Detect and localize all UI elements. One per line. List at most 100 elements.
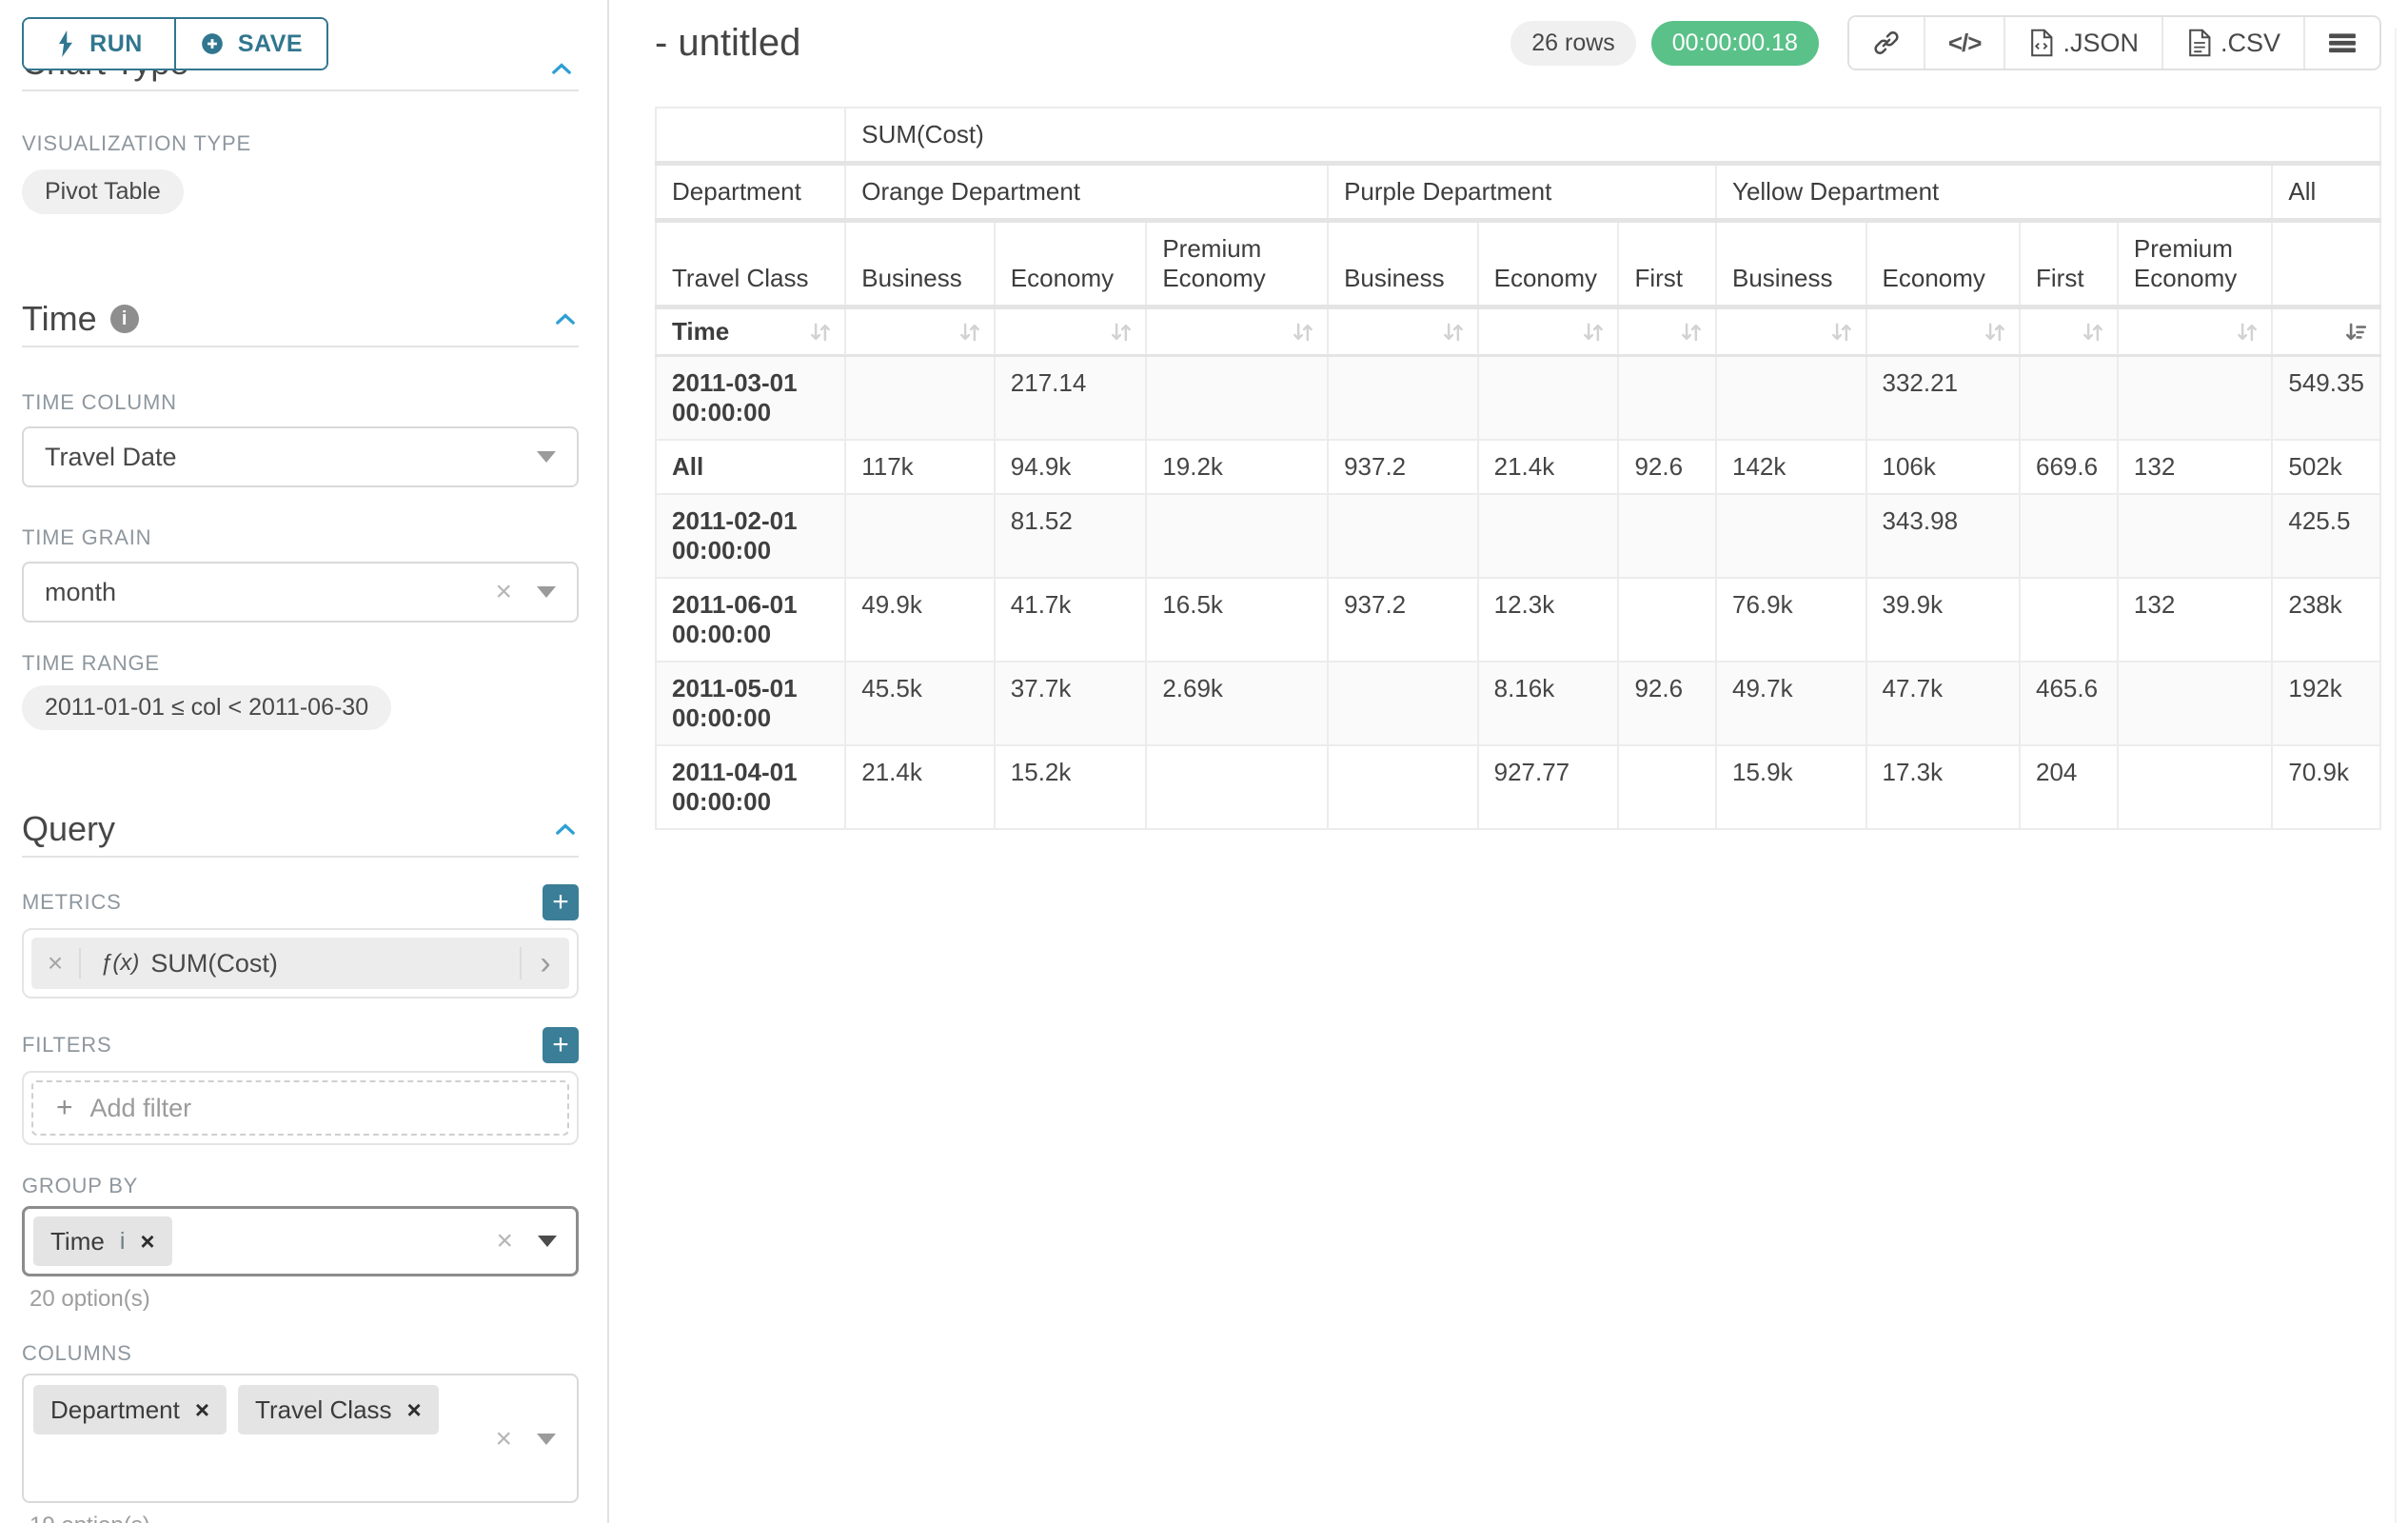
bolt-icon: [55, 30, 76, 57]
chart-title[interactable]: - untitled: [655, 22, 800, 65]
remove-tag-icon[interactable]: ×: [195, 1397, 209, 1422]
table-cell: 106k: [1866, 440, 2021, 494]
sort-icon[interactable]: [1291, 320, 1315, 345]
menu-button[interactable]: [2303, 17, 2379, 69]
export-json-button[interactable]: .JSON: [2003, 17, 2161, 69]
table-cell: 332.21: [1866, 356, 2021, 441]
sort-icon[interactable]: [1679, 320, 1704, 345]
hamburger-menu-icon: [2328, 30, 2357, 55]
column-group-header: Purple Department: [1328, 164, 1716, 221]
sort-icon[interactable]: [2081, 320, 2105, 345]
columns-label: COLUMNS: [22, 1341, 579, 1366]
table-cell: [1146, 494, 1328, 578]
sort-icon[interactable]: [808, 320, 833, 345]
table-cell: 70.9k: [2272, 745, 2380, 829]
explore-view: RUN SAVE Chart Type: [0, 0, 2408, 1523]
sort-icon[interactable]: [1829, 320, 1854, 345]
time-column-select[interactable]: Travel Date: [22, 426, 579, 487]
time-grain-label: TIME GRAIN: [22, 525, 579, 550]
caret-down-icon[interactable]: [537, 1434, 556, 1445]
remove-tag-icon[interactable]: ×: [140, 1229, 154, 1254]
remove-tag-icon[interactable]: ×: [407, 1397, 422, 1422]
chevron-right-icon[interactable]: ›: [520, 947, 569, 979]
table-cell: 81.52: [995, 494, 1147, 578]
table-cell: 15.9k: [1716, 745, 1866, 829]
column-group-header: Yellow Department: [1716, 164, 2272, 221]
visualization-type-label: VISUALIZATION TYPE: [22, 131, 579, 156]
columns-tag: Department ×: [33, 1385, 227, 1434]
sort-icon[interactable]: [957, 320, 982, 345]
save-button[interactable]: SAVE: [174, 19, 326, 69]
share-link-button[interactable]: [1849, 17, 1924, 69]
sort-icon[interactable]: [2235, 320, 2260, 345]
caret-down-icon[interactable]: [537, 586, 556, 598]
chevron-up-icon[interactable]: [552, 816, 579, 842]
column-header: First: [1618, 221, 1716, 307]
sort-icon[interactable]: [1109, 320, 1134, 345]
divider: [22, 346, 579, 347]
table-cell: 45.5k: [845, 662, 995, 745]
time-column-label: TIME COLUMN: [22, 390, 579, 415]
row-header: 2011-02-01 00:00:00: [656, 494, 845, 578]
sort-cell: [1618, 307, 1716, 356]
clear-icon[interactable]: ×: [495, 578, 512, 606]
add-filter-button[interactable]: + Add filter: [31, 1080, 569, 1136]
sort-cell: [2118, 307, 2272, 356]
table-cell: [1478, 494, 1619, 578]
add-metric-button[interactable]: +: [543, 884, 579, 920]
group-by-select[interactable]: Time i × ×: [22, 1206, 579, 1276]
sort-cell: [1478, 307, 1619, 356]
remove-metric-icon[interactable]: ×: [31, 948, 81, 979]
table-cell: [1716, 356, 1866, 441]
chevron-up-icon[interactable]: [548, 55, 575, 82]
export-csv-button[interactable]: .CSV: [2161, 17, 2303, 69]
table-cell: 21.4k: [845, 745, 995, 829]
col-dimension-header: Travel Class: [656, 221, 845, 307]
table-cell: 502k: [2272, 440, 2380, 494]
time-grain-select[interactable]: month ×: [22, 562, 579, 623]
metrics-container: × ƒ(x) SUM(Cost) ›: [22, 928, 579, 999]
json-button-label: .JSON: [2063, 29, 2139, 58]
table-cell: [845, 356, 995, 441]
view-query-button[interactable]: </>: [1924, 17, 2004, 69]
table-cell: [2020, 494, 2118, 578]
chevron-up-icon[interactable]: [552, 306, 579, 332]
time-section: Time i TIME COLUMN Travel Date TIME GRAI…: [22, 294, 579, 730]
table-cell: 19.2k: [1146, 440, 1328, 494]
table-cell: 17.3k: [1866, 745, 2021, 829]
metric-item[interactable]: × ƒ(x) SUM(Cost) ›: [31, 938, 569, 989]
metrics-label: METRICS: [22, 890, 122, 915]
sort-icon[interactable]: [1441, 320, 1466, 345]
sort-icon[interactable]: [1581, 320, 1606, 345]
column-header: Premium Economy: [1146, 221, 1328, 307]
sort-desc-icon[interactable]: [2343, 320, 2368, 345]
column-header: Premium Economy: [2118, 221, 2272, 307]
columns-select[interactable]: Department × Travel Class × ×: [22, 1374, 579, 1503]
add-filter-plus-button[interactable]: +: [543, 1027, 579, 1063]
table-cell: 49.7k: [1716, 662, 1866, 745]
table-cell: 669.6: [2020, 440, 2118, 494]
time-range-value[interactable]: 2011-01-01 ≤ col < 2011-06-30: [22, 685, 391, 730]
clear-icon[interactable]: ×: [495, 1425, 512, 1454]
table-cell: [2118, 745, 2272, 829]
run-button[interactable]: RUN: [24, 19, 174, 69]
time-section-heading: Time i: [22, 294, 579, 344]
caret-down-icon[interactable]: [537, 451, 556, 463]
visualization-type-value[interactable]: Pivot Table: [22, 169, 184, 214]
sort-icon[interactable]: [1983, 320, 2007, 345]
table-cell: [1478, 356, 1619, 441]
table-cell: 549.35: [2272, 356, 2380, 441]
table-cell: 94.9k: [995, 440, 1147, 494]
corner-cell: [656, 108, 845, 164]
table-cell: [1618, 745, 1716, 829]
table-cell: 238k: [2272, 578, 2380, 662]
table-cell: 92.6: [1618, 440, 1716, 494]
caret-down-icon[interactable]: [538, 1236, 557, 1247]
table-cell: [1328, 356, 1478, 441]
filters-container: + Add filter: [22, 1071, 579, 1145]
file-text-icon: [2186, 29, 2213, 57]
table-cell: 192k: [2272, 662, 2380, 745]
clear-icon[interactable]: ×: [496, 1227, 513, 1256]
table-cell: [2118, 662, 2272, 745]
link-icon: [1872, 29, 1901, 57]
